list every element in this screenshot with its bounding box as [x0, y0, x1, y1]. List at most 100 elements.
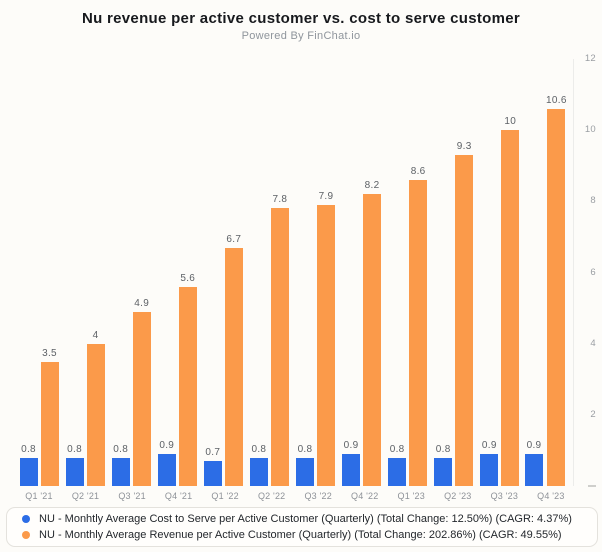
bar-cost[interactable]	[19, 457, 38, 486]
x-tick-label: Q2 '23	[444, 491, 472, 501]
legend-label-cost: NU - Monhtly Average Cost to Serve per A…	[39, 512, 572, 525]
bar-revenue[interactable]	[316, 204, 335, 486]
bar-revenue[interactable]	[86, 343, 105, 486]
bar-col-revenue: 6.7	[224, 233, 243, 486]
bar-groups: 0.8 3.5 0.8 4 0.8 4.9 0.9 5.6 0.7 6.7 0.8 7.8 0.8 7.9…	[16, 59, 569, 486]
bar-col-cost: 0.8	[111, 443, 130, 486]
bar-value-label: 8.6	[410, 166, 426, 177]
y-tick-label: 2	[590, 408, 596, 420]
bar-cost[interactable]	[157, 454, 176, 486]
bar-cost[interactable]	[342, 454, 361, 486]
bar-col-revenue: 5.6	[178, 272, 197, 486]
bar-group: 0.9 5.6	[154, 273, 200, 486]
bar-cost[interactable]	[65, 457, 84, 486]
bar-value-label: 7.8	[272, 194, 288, 206]
bar-revenue[interactable]	[363, 194, 382, 486]
bar-value-label: 3.5	[42, 347, 57, 359]
bar-col-revenue: 8.2	[363, 180, 382, 486]
bar-cost[interactable]	[434, 457, 453, 486]
bar-col-cost: 0.9	[525, 440, 544, 486]
legend-item-cost[interactable]: NU - Monhtly Average Cost to Serve per A…	[22, 513, 597, 526]
bar-col-cost: 0.8	[19, 443, 38, 486]
bar-cost[interactable]	[388, 457, 407, 486]
bar-group: 0.8 7.8	[246, 194, 292, 486]
x-tick-label: Q1 '23	[397, 491, 425, 501]
x-tick-label: Q2 '22	[257, 491, 286, 501]
bar-cost[interactable]	[249, 457, 268, 486]
bar-cost[interactable]	[525, 454, 544, 486]
bar-group: 0.8 8.6	[385, 166, 431, 486]
bar-col-cost: 0.8	[65, 443, 84, 486]
bar-revenue[interactable]	[455, 155, 474, 486]
bar-revenue[interactable]	[409, 180, 428, 486]
bar-value-label: 0.8	[113, 443, 129, 455]
bar-value-label: 7.9	[318, 190, 334, 202]
bar-value-label: 0.8	[251, 443, 267, 455]
bar-group: 0.9 10.6	[523, 95, 569, 486]
bar-revenue[interactable]	[40, 361, 59, 486]
bar-value-label: 0.8	[297, 443, 313, 455]
bar-col-revenue: 10.6	[546, 95, 567, 486]
bar-cost[interactable]	[111, 457, 130, 486]
bar-revenue[interactable]	[547, 108, 566, 486]
bar-revenue[interactable]	[178, 286, 197, 486]
legend-marker-revenue-icon	[22, 531, 30, 539]
bar-value-label: 0.8	[435, 443, 451, 455]
x-axis: Q1 '21 Q2 '21 Q3 '21 Q4 '21 Q1 '22 Q2 '22 Q3 '…	[16, 491, 574, 501]
bar-revenue[interactable]	[224, 247, 243, 486]
x-tick-label: Q2 '21	[71, 491, 100, 501]
chart-title: Nu revenue per active customer vs. cost …	[81, 10, 521, 27]
bar-revenue[interactable]	[501, 130, 520, 486]
legend-item-revenue[interactable]: NU - Monthly Average Revenue per Active …	[22, 529, 597, 542]
bar-col-cost: 0.8	[295, 443, 314, 486]
bar-group: 0.8 3.5	[16, 347, 62, 486]
bar-col-revenue: 4	[86, 329, 105, 486]
bar-value-label: 0.9	[343, 440, 359, 451]
bar-col-revenue: 3.5	[40, 347, 59, 486]
y-tick-label: 4	[590, 337, 596, 349]
bar-col-revenue: 7.8	[270, 194, 289, 486]
bar-value-label: 0.9	[481, 440, 497, 451]
y-tick-label: 8	[590, 195, 596, 207]
legend-marker-cost-icon	[22, 515, 30, 523]
bar-cost[interactable]	[203, 461, 222, 486]
y-tick-label: 12	[584, 53, 596, 64]
bar-value-label: 4	[92, 329, 99, 341]
legend-label-revenue: NU - Monthly Average Revenue per Active …	[39, 528, 562, 541]
chart-subtitle: Powered By FinChat.io	[241, 30, 361, 42]
bar-col-cost: 0.8	[249, 443, 268, 486]
bar-value-label: 0.8	[67, 443, 82, 455]
bar-value-label: 10	[504, 116, 517, 128]
bar-revenue[interactable]	[132, 311, 151, 486]
bar-value-label: 0.9	[159, 440, 175, 451]
bar-value-label: 5.6	[180, 272, 196, 284]
bar-value-label: 6.7	[226, 233, 242, 245]
bar-col-cost: 0.8	[388, 443, 407, 486]
bar-col-cost: 0.9	[342, 440, 361, 486]
bar-value-label: 4.9	[134, 297, 150, 309]
bar-value-label: 0.9	[526, 440, 542, 451]
x-tick-label: Q4 '22	[351, 491, 379, 501]
bar-col-revenue: 7.9	[316, 190, 335, 486]
bar-value-label: 8.2	[364, 180, 380, 192]
bar-value-label: 0.8	[389, 443, 405, 455]
bar-cost[interactable]	[480, 454, 499, 486]
x-tick-label: Q4 '23	[537, 491, 565, 501]
bar-group: 0.7 6.7	[200, 234, 246, 486]
x-tick-label: Q1 '22	[211, 491, 239, 501]
chart-header: Nu revenue per active customer vs. cost …	[0, 0, 602, 42]
bar-group: 0.8 7.9	[292, 191, 338, 486]
x-tick-label: Q3 '21	[118, 491, 146, 501]
y-tick-label: 10	[584, 124, 596, 136]
bar-col-revenue: 8.6	[409, 166, 428, 486]
bar-revenue[interactable]	[270, 208, 289, 486]
bar-col-revenue: 4.9	[132, 297, 151, 486]
bar-cost[interactable]	[295, 457, 314, 486]
x-tick-label: Q1 '21	[25, 491, 53, 501]
bar-value-label: 0.8	[21, 443, 36, 455]
bar-value-label: 9.3	[456, 141, 472, 153]
bar-group: 0.9 10	[477, 116, 523, 486]
bar-col-revenue: 10	[501, 116, 520, 486]
bar-col-cost: 0.9	[157, 440, 176, 486]
